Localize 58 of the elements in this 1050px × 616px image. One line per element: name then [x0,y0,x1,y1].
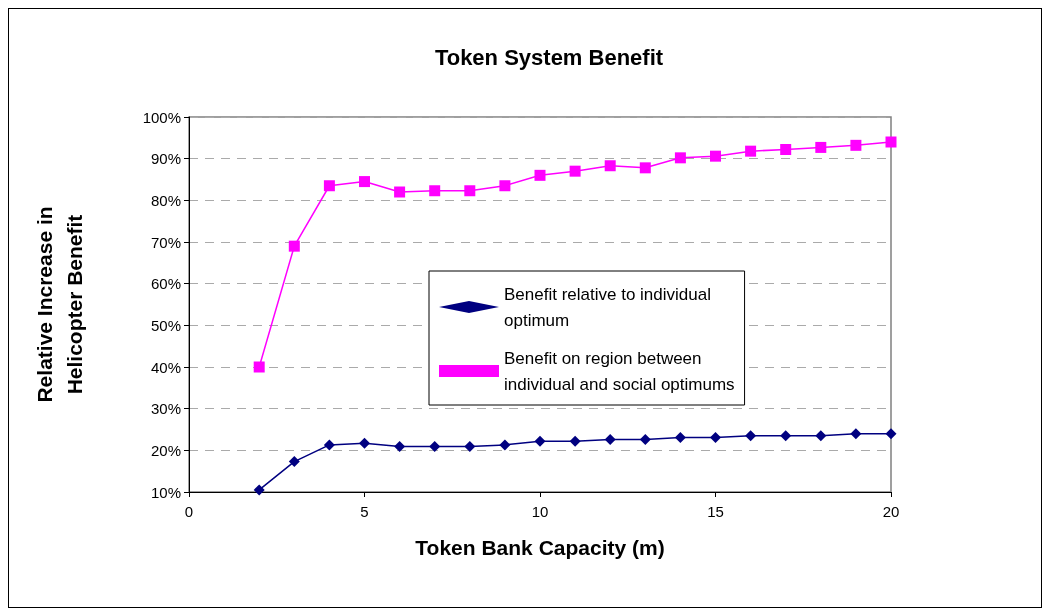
point [499,439,511,451]
point [569,435,581,447]
y-axis-title: Relative Increase in Helicopter Benefit [32,206,86,403]
point [534,435,546,447]
point [464,185,476,197]
point [604,434,616,445]
point [429,441,441,453]
x-tick-label: 10 [531,503,549,520]
y-tick-label: 10% [150,483,181,501]
y-tick-label: 20% [150,441,181,459]
point [253,361,265,373]
point [639,162,651,174]
x-tick-label: 20 [882,503,900,520]
y-tick-label: 30% [150,400,181,418]
point [885,136,897,148]
y-tick-label: 80% [150,191,181,209]
y-tick-label: 60% [150,275,181,293]
legend-label: Benefit relative to individual optimum [504,284,711,330]
point [323,439,335,451]
point [780,144,792,155]
point [850,428,862,440]
point [534,169,546,181]
point [815,430,827,442]
point [710,431,721,443]
point [429,185,441,197]
point [253,484,265,496]
point [569,165,581,177]
point [464,441,476,453]
x-tick-label: 0 [184,503,194,520]
chart-title: Token System Benefit [434,44,664,70]
point [604,160,616,172]
point [499,180,511,192]
point [885,428,897,440]
point [850,139,862,151]
x-tick-label: 5 [360,503,369,520]
y-tick-label: 90% [150,150,181,168]
point [815,141,827,153]
point [288,456,300,468]
point [780,430,792,442]
point [288,240,300,252]
point [674,431,686,443]
x-tick-label: 15 [707,503,724,520]
point [745,430,757,442]
point [745,145,757,157]
point [359,176,370,188]
point [674,152,686,164]
point [394,186,406,198]
point [323,180,335,192]
point [639,434,651,445]
y-tick-label: 40% [150,358,181,376]
point [359,437,370,449]
legend-label: Benefit on region between individual and social optimums [504,348,735,394]
y-tick-label: 100% [142,108,181,126]
x-axis-title: Token Bank Capacity (m) [415,536,665,559]
y-tick-label: 50% [150,316,181,334]
point [710,150,721,162]
point [394,441,406,453]
y-tick-label: 70% [150,233,181,251]
